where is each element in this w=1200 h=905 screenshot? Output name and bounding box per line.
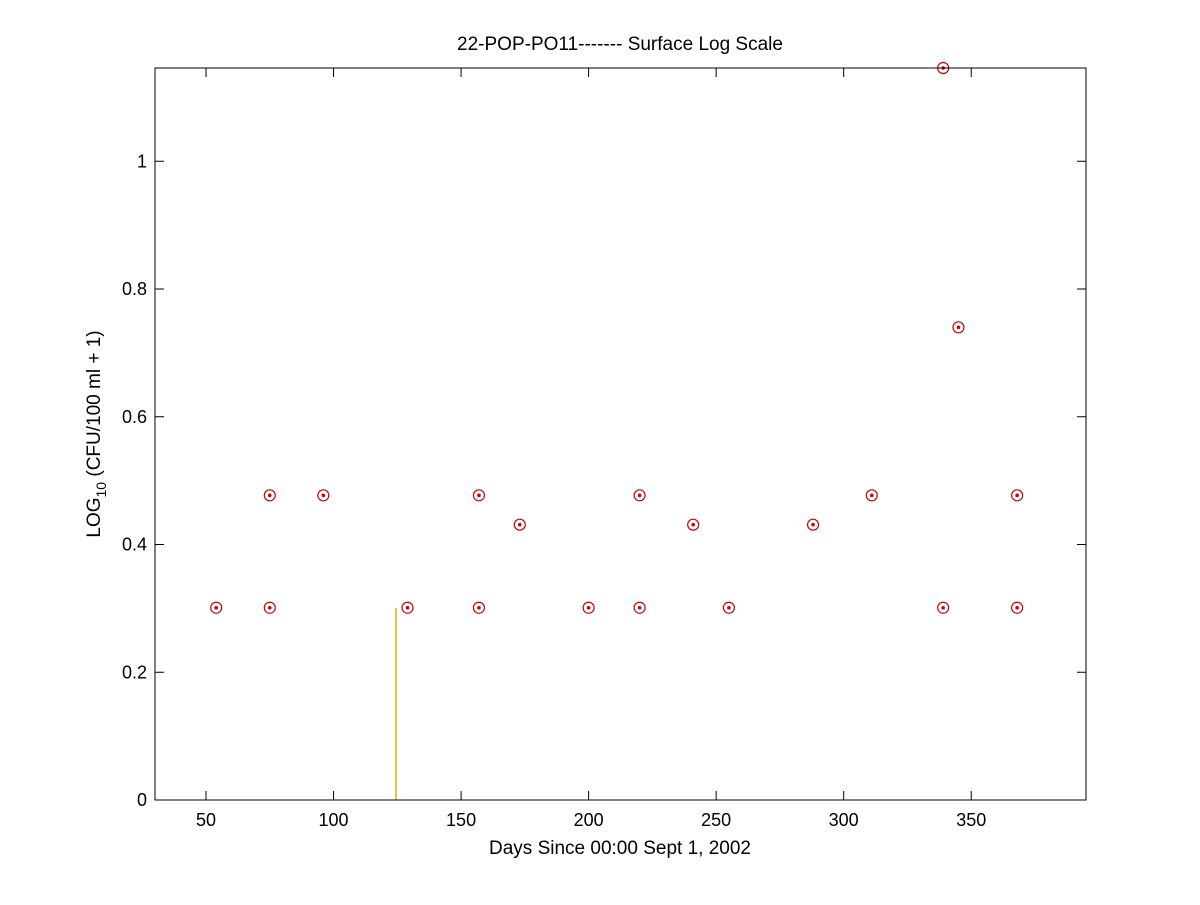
y-tick-label: 1 bbox=[137, 151, 147, 171]
x-tick-label: 150 bbox=[446, 810, 476, 830]
data-point-ring bbox=[687, 518, 700, 531]
data-point-dot bbox=[727, 605, 731, 610]
x-tick-label: 300 bbox=[829, 810, 859, 830]
data-point-ring bbox=[633, 489, 646, 502]
data-point-dot bbox=[869, 493, 874, 498]
data-point-dot bbox=[811, 522, 815, 527]
y-tick-label: 0.2 bbox=[122, 662, 147, 682]
data-point-dot bbox=[517, 522, 522, 527]
data-point-dot bbox=[956, 325, 961, 330]
data-point-dot bbox=[321, 493, 326, 498]
data-point-ring bbox=[582, 601, 595, 614]
data-point bbox=[263, 601, 276, 614]
plot-area bbox=[155, 68, 1086, 800]
data-point bbox=[472, 601, 486, 614]
data-point-dot bbox=[214, 605, 219, 610]
y-tick-label: 0.8 bbox=[122, 279, 147, 299]
data-point-ring bbox=[317, 489, 330, 502]
marks-layer bbox=[210, 61, 1024, 800]
data-point-ring bbox=[1011, 489, 1024, 502]
data-point-ring bbox=[210, 601, 223, 614]
data-point-dot bbox=[267, 493, 272, 498]
x-tick-label: 350 bbox=[956, 810, 986, 830]
data-point-ring bbox=[513, 518, 526, 531]
data-point bbox=[633, 601, 646, 614]
y-tick-label: 0.4 bbox=[122, 535, 147, 555]
data-point bbox=[263, 489, 276, 502]
data-point bbox=[210, 601, 223, 614]
x-axis-label: Days Since 00:00 Sept 1, 2002 bbox=[489, 838, 751, 859]
y-tick-label: 0 bbox=[137, 790, 147, 810]
data-point-ring bbox=[1011, 601, 1024, 614]
data-point-ring bbox=[472, 489, 486, 502]
data-point bbox=[401, 601, 414, 614]
x-tick-label: 250 bbox=[701, 810, 731, 830]
x-tick-label: 50 bbox=[196, 810, 216, 830]
data-point-dot bbox=[267, 605, 272, 610]
data-point-ring bbox=[952, 321, 965, 334]
data-point-dot bbox=[477, 605, 481, 610]
data-point bbox=[687, 518, 700, 531]
data-point bbox=[1011, 601, 1024, 614]
data-point-dot bbox=[1015, 493, 1019, 498]
data-point bbox=[865, 489, 878, 502]
data-point bbox=[1011, 489, 1024, 502]
y-axis-label-subscript: 10 bbox=[93, 482, 109, 498]
data-point-dot bbox=[637, 605, 642, 610]
x-tick-label: 200 bbox=[574, 810, 604, 830]
data-point-ring bbox=[263, 601, 276, 614]
y-axis-label: LOG10 (CFU/100 ml + 1) bbox=[84, 330, 109, 537]
y-axis-label-prefix: LOG bbox=[84, 497, 105, 537]
data-point bbox=[633, 489, 646, 502]
data-point bbox=[582, 601, 595, 614]
data-point-dot bbox=[637, 493, 642, 498]
data-point-ring bbox=[633, 601, 646, 614]
chart-title: 22-POP-PO11------- Surface Log Scale bbox=[457, 34, 783, 55]
data-point-dot bbox=[477, 493, 481, 498]
data-point-dot bbox=[405, 605, 410, 610]
x-tick-label: 100 bbox=[319, 810, 349, 830]
y-tick-label: 0.6 bbox=[122, 407, 147, 427]
data-point bbox=[513, 518, 526, 531]
data-point-ring bbox=[865, 489, 878, 502]
plot-frame bbox=[154, 67, 1087, 801]
data-point bbox=[472, 489, 486, 502]
data-point-ring bbox=[806, 518, 820, 531]
data-point bbox=[317, 489, 330, 502]
data-point bbox=[722, 601, 736, 614]
data-point-ring bbox=[263, 489, 276, 502]
data-point-ring bbox=[401, 601, 414, 614]
data-point bbox=[952, 321, 965, 334]
data-point bbox=[806, 518, 820, 531]
data-point-ring bbox=[937, 601, 950, 614]
data-point-ring bbox=[472, 601, 486, 614]
data-point-dot bbox=[1015, 605, 1019, 610]
data-point-dot bbox=[941, 605, 945, 610]
data-point-dot bbox=[586, 605, 591, 610]
y-axis-label-suffix: (CFU/100 ml + 1) bbox=[84, 330, 105, 482]
data-point-dot bbox=[691, 522, 695, 527]
ticks-layer: 50 100 150 200 250 300 350 0 0.2 0.4 0.6 0.8 1 bbox=[122, 68, 1086, 830]
data-point-ring bbox=[722, 601, 736, 614]
data-point bbox=[937, 601, 950, 614]
